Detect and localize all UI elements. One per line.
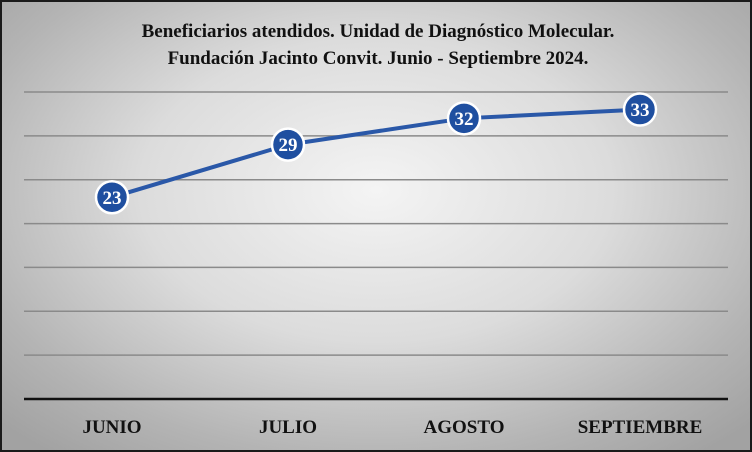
data-point bbox=[270, 127, 306, 162]
series: 23 29 32 33 bbox=[94, 92, 658, 215]
chart-subtitle: Fundación Jacinto Convit. Junio - Septie… bbox=[167, 48, 589, 69]
data-point bbox=[446, 101, 482, 136]
x-tick-label: JULIO bbox=[259, 417, 317, 438]
data-label: 32 bbox=[455, 109, 474, 130]
x-tick-label: JUNIO bbox=[82, 417, 141, 438]
x-tick-labels: JUNIO JULIO AGOSTO SEPTIEMBRE bbox=[82, 417, 702, 438]
data-label: 33 bbox=[631, 100, 650, 121]
gridlines bbox=[24, 91, 728, 356]
series-line bbox=[111, 107, 641, 200]
x-tick-label: AGOSTO bbox=[424, 417, 505, 438]
x-tick-label: SEPTIEMBRE bbox=[578, 417, 703, 438]
data-point bbox=[622, 92, 658, 127]
data-label: 29 bbox=[279, 135, 298, 156]
data-point bbox=[94, 180, 130, 215]
chart-title: Beneficiarios atendidos. Unidad de Diagn… bbox=[141, 21, 615, 42]
data-label: 23 bbox=[103, 188, 122, 209]
